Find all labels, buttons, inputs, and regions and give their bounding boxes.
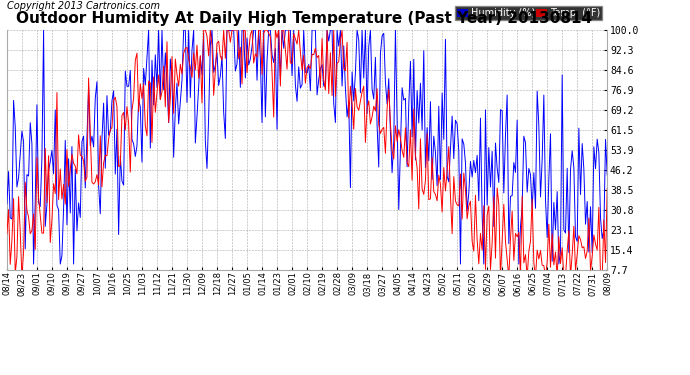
Text: Outdoor Humidity At Daily High Temperature (Past Year) 20130814: Outdoor Humidity At Daily High Temperatu…: [16, 11, 591, 26]
Legend: Humidity (%), Temp  (°F): Humidity (%), Temp (°F): [455, 6, 602, 20]
Text: Copyright 2013 Cartronics.com: Copyright 2013 Cartronics.com: [7, 1, 160, 11]
